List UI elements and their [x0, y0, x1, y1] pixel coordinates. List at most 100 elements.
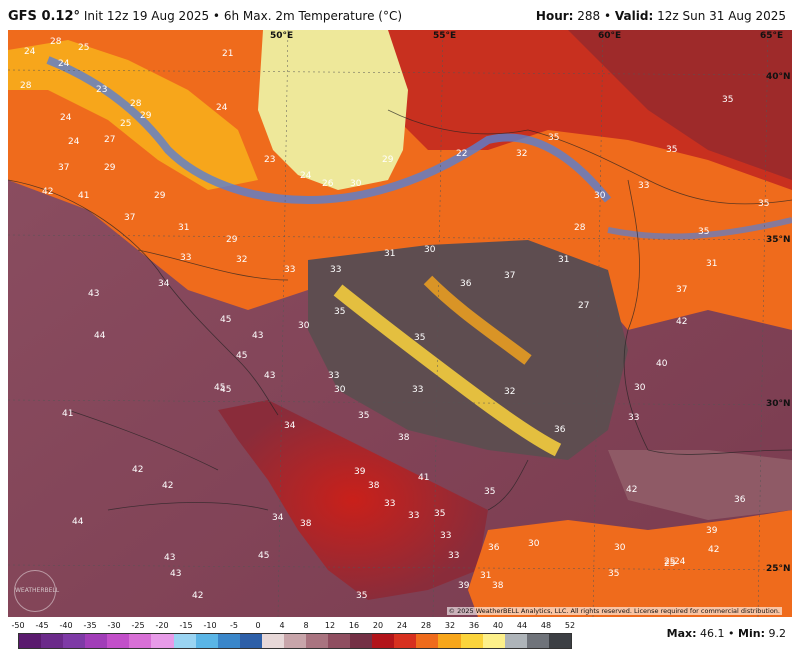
temperature-value: 33 — [180, 253, 191, 263]
temperature-value: 28 — [574, 223, 586, 233]
temperature-value: 35 — [434, 509, 445, 519]
temperature-value: 35 — [356, 591, 367, 601]
temperature-value: 38 — [398, 433, 410, 443]
temperature-value: 36 — [554, 425, 566, 435]
temperature-value: 45 — [258, 551, 269, 561]
temperature-value: 30 — [298, 321, 310, 331]
min-label: Min: — [738, 627, 765, 640]
temperature-value: 21 — [222, 49, 233, 59]
temperature-value: 31 — [178, 223, 189, 233]
temperature-value: 31 — [558, 255, 569, 265]
temperature-value: 32 — [504, 387, 515, 397]
legend-swatch — [328, 634, 351, 648]
temperature-value: 25 — [120, 119, 131, 129]
legend-swatch — [217, 634, 240, 648]
temperature-value: 29 — [154, 191, 166, 201]
valid-value: 12z Sun 31 Aug 2025 — [657, 9, 786, 23]
arabian-sea — [468, 510, 792, 617]
temperature-value: 45 — [236, 351, 247, 361]
legend-swatch — [85, 634, 108, 648]
separator: • — [604, 9, 612, 23]
temperature-map[interactable]: 50°E 55°E 60°E 65°E 40°N 35°N 30°N 25°N … — [8, 30, 792, 617]
legend-swatch — [438, 634, 461, 648]
temperature-value: 34 — [272, 513, 284, 523]
temperature-value: 38 — [492, 581, 504, 591]
legend-swatch — [416, 634, 439, 648]
legend-swatch — [195, 634, 218, 648]
header-bar: GFS 0.12° Init 12z 19 Aug 2025 • 6h Max.… — [0, 0, 800, 30]
temperature-value: 42 — [676, 317, 687, 327]
legend-tick: 4 — [279, 621, 285, 630]
persian-gulf — [218, 400, 488, 600]
temperature-value: 35 — [358, 411, 369, 421]
legend-tick: 24 — [396, 621, 408, 630]
temperature-value: 35 — [722, 95, 733, 105]
legend-tick: -35 — [83, 621, 97, 630]
temperature-value: 25 — [78, 43, 89, 53]
cold-mountain-band-east — [607, 217, 792, 240]
legend-tick: -20 — [155, 621, 169, 630]
product-name: 6h Max. 2m Temperature (°C) — [223, 9, 403, 23]
iran-plateau — [308, 240, 628, 460]
separator: • — [212, 9, 220, 23]
temperature-value: 36 — [734, 495, 746, 505]
legend-tick: -40 — [59, 621, 73, 630]
temperature-value: 42 — [132, 465, 143, 475]
temperature-value: 42 — [708, 545, 719, 555]
valid-label: Valid: — [614, 9, 654, 23]
temperature-value: 37 — [676, 285, 687, 295]
lat-label: 35°N — [766, 235, 791, 245]
temperature-value: 41 — [78, 191, 89, 201]
temperature-value: 43 — [252, 331, 263, 341]
legend-tick: 52 — [564, 621, 576, 630]
pakistan-coast — [608, 450, 792, 520]
color-scale-bar — [18, 633, 572, 649]
graticule — [8, 30, 792, 617]
temperature-value: 38 — [368, 481, 380, 491]
legend-swatch — [107, 634, 130, 648]
legend-swatch — [19, 634, 42, 648]
coordinate-labels: 50°E 55°E 60°E 65°E 40°N 35°N 30°N 25°N — [270, 31, 791, 574]
weatherbell-logo: WEATHERBELL — [14, 570, 59, 612]
temperature-value: 24 — [300, 171, 312, 181]
temperature-value: 29 — [382, 155, 394, 165]
temperature-value: 35 — [484, 487, 495, 497]
lon-label: 50°E — [270, 31, 293, 41]
legend-swatch — [482, 634, 505, 648]
lat-label: 40°N — [766, 72, 791, 82]
temperature-value: 39 — [354, 467, 366, 477]
legend-tick: 36 — [468, 621, 480, 630]
temperature-value: 31 — [384, 249, 395, 259]
temperature-value: 25 — [664, 557, 675, 567]
lon-label: 65°E — [760, 31, 783, 41]
temperature-value: 35 — [608, 569, 619, 579]
legend-swatch — [41, 634, 64, 648]
temperature-value: 30 — [594, 191, 606, 201]
hottest-northeast — [568, 30, 792, 180]
temperature-value: 26 — [322, 179, 334, 189]
temperature-value: 30 — [424, 245, 436, 255]
legend-tick: 0 — [255, 621, 261, 630]
temperature-value: 24 — [216, 103, 228, 113]
temperature-value: 43 — [88, 289, 99, 299]
temperature-value: 23 — [264, 155, 275, 165]
temperature-value: 30 — [634, 383, 646, 393]
temperature-value: 28 — [130, 99, 142, 109]
legend-swatch — [526, 634, 549, 648]
legend-swatch — [460, 634, 483, 648]
temperature-value: 31 — [480, 571, 491, 581]
temperature-value: 45 — [214, 383, 225, 393]
legend-swatch — [151, 634, 174, 648]
temperature-value: 35 — [758, 199, 769, 209]
header-left: GFS 0.12° Init 12z 19 Aug 2025 • 6h Max.… — [8, 9, 402, 24]
temperature-value: 44 — [72, 517, 84, 527]
temperature-value: 33 — [328, 371, 339, 381]
max-min-readout: Max: 46.1 • Min: 9.2 — [667, 627, 786, 640]
temperature-value: 28 — [20, 81, 32, 91]
temperature-value: 42 — [42, 187, 53, 197]
zagros-band — [333, 284, 562, 457]
temperature-value: 35 — [666, 145, 677, 155]
legend-swatch — [173, 634, 196, 648]
legend-tick: 12 — [324, 621, 336, 630]
